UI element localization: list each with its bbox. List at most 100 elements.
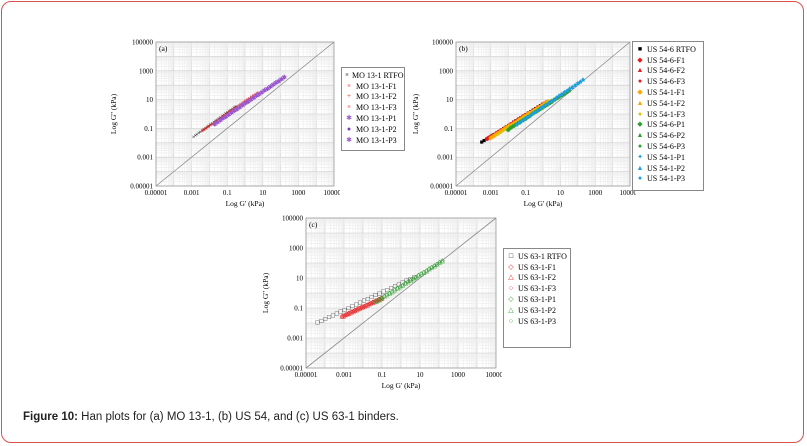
data-point: ◆ [525, 114, 531, 121]
data-point: ○ [370, 299, 374, 306]
data-point: ▲ [577, 78, 583, 85]
data-point: ▲ [515, 120, 521, 127]
data-point: × [197, 130, 201, 137]
data-point: ● [538, 104, 542, 111]
legend-marker: ▲ [636, 66, 644, 75]
data-point: ■ [536, 104, 540, 111]
legend-marker: ● [637, 142, 643, 151]
data-point: △ [416, 272, 422, 279]
data-point: × [205, 124, 209, 131]
data-point: ◇ [357, 305, 363, 312]
data-point: × [215, 118, 219, 125]
data-point: ✱ [226, 111, 232, 119]
data-point: ▲ [556, 94, 562, 101]
data-point: ◇ [362, 303, 368, 310]
data-point: ▲ [551, 97, 557, 104]
legend-label: MO 13-1-P2 [356, 124, 397, 134]
data-point: ● [554, 95, 558, 102]
legend-marker: ◆ [637, 88, 643, 97]
data-point: ● [559, 92, 563, 99]
panel-label: (a) [159, 44, 168, 53]
legend-marker: ◇ [508, 262, 514, 271]
data-point: ◆ [492, 131, 498, 138]
data-point: □ [354, 301, 358, 308]
data-point: ▲ [494, 130, 500, 137]
data-point: ▲ [529, 108, 535, 115]
data-point: ● [218, 118, 222, 125]
data-point: ◆ [527, 112, 533, 119]
data-point: ○ [345, 311, 349, 318]
data-point: + [203, 126, 207, 133]
data-point: × [219, 115, 223, 122]
data-point: ▲ [527, 112, 533, 119]
chart-panel-a: 0.00001 0.001 0.1 10 1000 100000 0.00001 0.001 0… [108, 36, 345, 216]
y-tick-label: 10 [146, 96, 154, 104]
data-point: ● [533, 109, 537, 116]
data-point: ✱ [212, 120, 218, 128]
data-point: ○ [375, 297, 379, 304]
y-tick-label: 100000 [132, 39, 154, 47]
data-point: × [234, 105, 238, 112]
data-point: ● [549, 98, 553, 105]
data-point: △ [356, 306, 362, 313]
data-point: ◇ [379, 295, 385, 302]
data-point: ● [229, 110, 233, 117]
x-tick-label: 0.1 [378, 371, 387, 379]
data-point: × [235, 104, 239, 111]
grid [455, 42, 630, 187]
data-point: □ [405, 278, 409, 285]
data-point: ● [266, 86, 270, 93]
data-point: ◆ [537, 106, 543, 113]
legend-marker: × [347, 81, 351, 90]
data-point: ▲ [497, 128, 503, 135]
data-point: ○ [388, 290, 392, 297]
data-point: ○ [363, 303, 367, 310]
legend-label: US 54-6-F1 [647, 55, 686, 65]
series-7: ●●●●●●●●●●●●●●●●●●●●●●●●●● [494, 97, 553, 139]
data-point: ● [550, 98, 554, 105]
data-point: ▲ [561, 91, 567, 98]
y-tick-label: 0.1 [444, 125, 453, 133]
data-point: ● [238, 104, 242, 111]
data-point: ◆ [488, 134, 494, 141]
data-point: ▲ [517, 116, 523, 123]
legend-label: US 54-6-P2 [647, 131, 686, 141]
data-point: + [223, 113, 227, 120]
data-point: × [215, 118, 219, 125]
y-axis-label: Log G'' (kPa) [261, 272, 270, 313]
data-point: ◆ [506, 126, 512, 133]
data-point: △ [408, 277, 414, 284]
data-point: × [224, 112, 228, 119]
x-tick-label: 0.00001 [145, 189, 168, 197]
data-point: ▲ [540, 100, 546, 107]
data-point: ✦ [527, 111, 533, 119]
legend-label: US 63-1-F2 [518, 273, 557, 283]
data-point: ✦ [543, 101, 549, 109]
data-point: ○ [372, 298, 376, 305]
data-point: × [204, 126, 208, 133]
data-point: ✱ [231, 107, 237, 115]
data-point: ■ [504, 124, 508, 131]
data-point: ▲ [520, 114, 526, 121]
data-point: + [205, 125, 209, 132]
data-point: ● [213, 121, 217, 128]
x-tick-label: 0.001 [483, 189, 499, 197]
data-point: ✱ [256, 90, 262, 98]
data-point: ✦ [578, 77, 584, 85]
data-point: ▲ [490, 133, 496, 140]
data-point: ● [503, 127, 507, 134]
chart-c-plot: 0.00001 0.001 0.1 10 1000 100000 0.00001 0.001 0… [261, 215, 507, 391]
data-point: × [225, 109, 229, 116]
data-point: △ [384, 292, 390, 299]
panel-label: (b) [459, 44, 468, 53]
data-point: ✱ [220, 115, 226, 123]
x-tick-label: 0.1 [223, 189, 232, 197]
data-point: ◆ [532, 106, 538, 113]
data-point: ◆ [495, 130, 501, 137]
data-point: ✦ [580, 76, 586, 84]
data-point: ● [485, 136, 489, 143]
data-point: + [236, 104, 240, 111]
y-axis-label: Log G'' (kPa) [411, 93, 420, 134]
legend-marker: ● [637, 174, 643, 183]
data-point: ▲ [492, 131, 498, 138]
